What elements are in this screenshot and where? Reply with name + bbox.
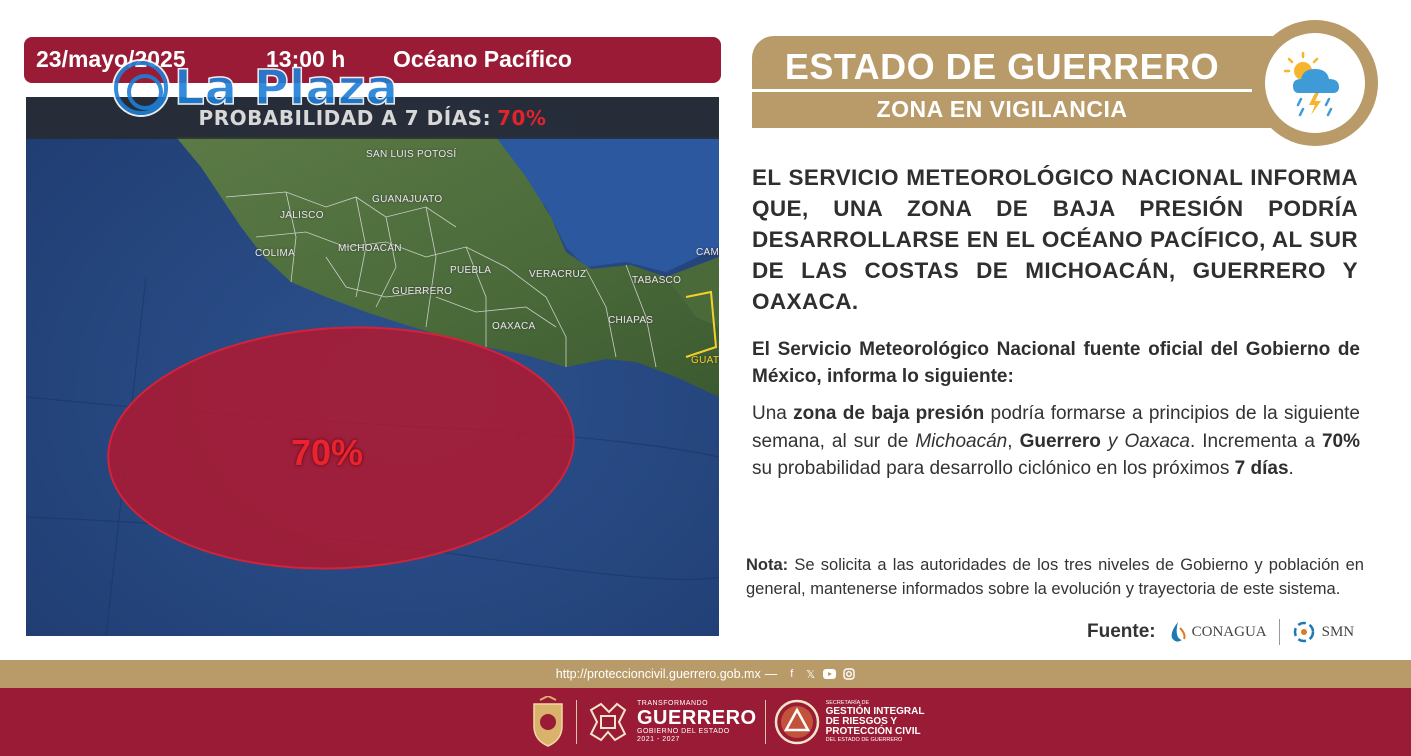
gob-sub-text: GOBIERNO DEL ESTADO [637, 728, 730, 735]
watermark-text: La Plaza [173, 59, 399, 117]
region-text: Océano Pacífico [393, 46, 572, 72]
facebook-icon[interactable]: f [790, 668, 794, 680]
conagua-logo: CONAGUA [1168, 620, 1267, 644]
sec-bottom-text: DEL ESTADO DE GUERRERO [825, 737, 903, 743]
source-label: Fuente: [1087, 621, 1156, 642]
body-text: podría formarse a principios de la sigui… [752, 403, 1361, 452]
body-text: . Incrementa a [1189, 430, 1322, 452]
state-title: ESTADO DE GUERRERO [784, 46, 1220, 87]
proteccion-civil-icon [774, 699, 819, 745]
footer-link-bar: http://proteccioncivil.guerrero.gob.mx —… [0, 660, 1411, 688]
body-text: . [1288, 458, 1294, 479]
map-label-guatemala: Guat [691, 355, 719, 366]
body-text: , [1007, 430, 1020, 452]
smn-logo: SMN [1292, 620, 1355, 644]
title-block: ESTADO DE GUERRERO ZONA EN VIGILANCIA [752, 36, 1292, 128]
map-graphic [26, 97, 719, 636]
weather-map: San Luis Potosí Jalisco Guanajuato Colim… [26, 97, 719, 636]
map-label-colima: Colima [255, 248, 296, 259]
guerrero-shield-logo [528, 696, 568, 748]
probability-zone [107, 326, 575, 570]
storm-icon [1283, 51, 1339, 117]
gob-big-text: GUERRERO [637, 707, 757, 729]
youtube-icon[interactable] [823, 668, 837, 681]
social-icons: f 𝕏 [785, 668, 855, 681]
sec-line2: DE RIESGOS Y [825, 716, 898, 727]
la-plaza-logo-icon [114, 61, 168, 115]
map-label-oaxaca: Oaxaca [492, 321, 536, 332]
body-italic: Michoacán [915, 430, 1008, 452]
footer-dash: — [764, 667, 778, 681]
website-link[interactable]: http://proteccioncivil.guerrero.gob.mx [555, 667, 761, 681]
sec-top-text: SECRETARÍA DE [825, 700, 870, 706]
footer-band: TRANSFORMANDO GUERRERO GOBIERNO DEL ESTA… [0, 688, 1411, 756]
source-row: Fuente: CONAGUA SMN [1087, 617, 1366, 647]
note-text: Se solicita a las autoridades de los tre… [746, 556, 1364, 598]
map-label-guanajuato: Guanajuato [372, 194, 443, 205]
time-text: 13:00 h [266, 46, 346, 72]
body-paragraph: Una zona de baja presión podría formarse… [752, 400, 1360, 483]
title-divider [752, 89, 1252, 92]
gobierno-emblem-icon [589, 702, 627, 742]
gobierno-guerrero-logo: TRANSFORMANDO GUERRERO GOBIERNO DEL ESTA… [585, 700, 757, 744]
body-bold: 70% [1321, 430, 1360, 452]
map-label-veracruz: Veracruz [529, 269, 587, 280]
map-label-michoacan: Michoacán [338, 243, 402, 254]
state-shield-icon [533, 696, 563, 747]
body-text: Una [752, 403, 794, 424]
body-bold: 7 días [1234, 458, 1289, 479]
map-label-tabasco: Tabasco [632, 275, 682, 286]
la-plaza-watermark: La Plaza [114, 58, 399, 118]
headline: EL SERVICIO METEOROLÓGICO NACIONAL INFOR… [752, 165, 1358, 314]
sec-line3: PROTECCIÓN CIVIL [825, 726, 921, 737]
zone-subtitle: ZONA EN VIGILANCIA [876, 96, 1128, 122]
footer-logos: TRANSFORMANDO GUERRERO GOBIERNO DEL ESTA… [528, 694, 924, 750]
smn-name: SMN [1321, 623, 1355, 640]
map-label-chiapas: Chiapas [608, 315, 654, 326]
map-label-jalisco: Jalisco [280, 210, 324, 221]
gob-top-text: TRANSFORMANDO [637, 700, 709, 707]
body-text: su probabilidad para desarrollo ciclónic… [752, 458, 1235, 479]
map-label-campeche: Camp [696, 247, 719, 258]
map-label-puebla: Puebla [450, 265, 492, 276]
instagram-icon[interactable] [842, 668, 855, 681]
subheadline: El Servicio Meteorológico Nacional fuent… [752, 339, 1360, 387]
weather-badge [1252, 20, 1378, 146]
probability-banner-text: PROBABILIDAD A 7 DÍAS: [198, 106, 492, 130]
map-label-san-luis: San Luis Potosí [366, 149, 457, 160]
smn-swirl-icon [1293, 621, 1314, 643]
zone-probability-label: 70% [291, 432, 364, 473]
conagua-drop-icon [1171, 622, 1186, 642]
note-paragraph: Nota: Se solicita a las autoridades de l… [746, 553, 1364, 601]
body-bold: Guerrero [1019, 430, 1101, 452]
date-text: 23/mayo/2025 [36, 46, 186, 72]
conagua-name: CONAGUA [1191, 623, 1267, 640]
note-label: Nota: [746, 556, 789, 574]
gob-years-text: 2021 - 2027 [637, 736, 680, 743]
map-label-guerrero: Guerrero [392, 286, 453, 297]
probability-banner: PROBABILIDAD A 7 DÍAS: 70% [26, 97, 719, 139]
proteccion-civil-logo: SECRETARÍA DE GESTIÓN INTEGRAL DE RIESGO… [774, 699, 925, 745]
sec-line1: GESTIÓN INTEGRAL [825, 706, 925, 717]
x-icon[interactable]: 𝕏 [806, 668, 816, 681]
probability-banner-value: 70% [497, 106, 547, 130]
body-bold: zona de baja presión [793, 403, 985, 424]
body-italic: y Oaxaca [1100, 430, 1190, 452]
